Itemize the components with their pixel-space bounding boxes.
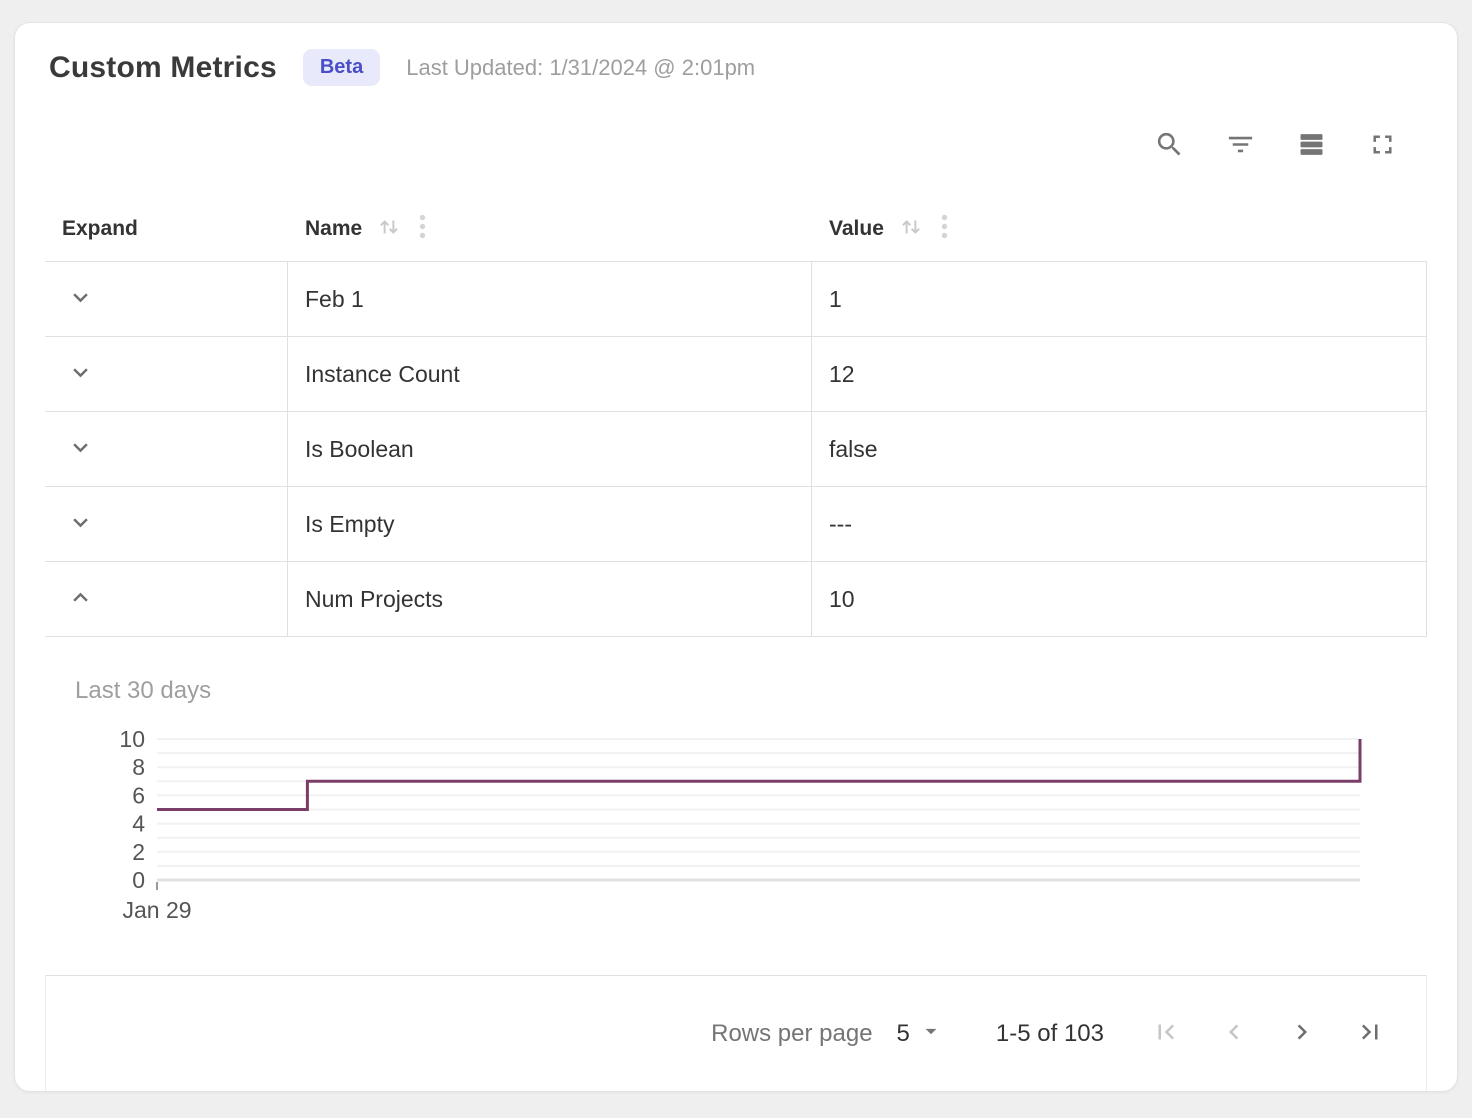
name-cell: Instance Count	[288, 337, 812, 411]
table-row: Is Empty ---	[45, 487, 1427, 562]
svg-text:2: 2	[132, 839, 145, 865]
rows-per-page-label: Rows per page	[711, 1019, 873, 1047]
chevron-right-icon	[1287, 1017, 1317, 1050]
grid-footer: Rows per page 5 1-5 of 103	[45, 975, 1427, 1091]
rows-per-page-select[interactable]: 5	[897, 1018, 944, 1049]
name-cell: Is Empty	[288, 487, 812, 561]
page-title: Custom Metrics	[49, 50, 277, 84]
expand-toggle-button[interactable]	[62, 281, 98, 317]
last-updated-text: Last Updated: 1/31/2024 @ 2:01pm	[406, 54, 756, 80]
expand-cell	[45, 487, 288, 561]
grid-toolbar	[45, 124, 1399, 164]
density-button[interactable]	[1294, 127, 1328, 161]
pagination-controls	[1144, 1012, 1392, 1056]
name-cell: Feb 1	[288, 262, 812, 336]
column-header-expand: Expand	[45, 217, 288, 241]
expand-toggle-button[interactable]	[62, 506, 98, 542]
fullscreen-icon	[1367, 129, 1398, 160]
chevron-down-icon	[66, 433, 95, 465]
custom-metrics-card: Custom Metrics Beta Last Updated: 1/31/2…	[14, 22, 1458, 1092]
card-header: Custom Metrics Beta Last Updated: 1/31/2…	[45, 49, 1427, 86]
grid-header-row: Expand Name Value	[45, 197, 1427, 261]
expand-cell	[45, 562, 288, 636]
value-cell: 10	[812, 562, 1427, 636]
rows-per-page-value: 5	[896, 1019, 910, 1047]
chevron-up-icon	[66, 583, 95, 615]
expand-cell	[45, 412, 288, 486]
beta-badge: Beta	[302, 49, 381, 86]
last-page-button[interactable]	[1348, 1012, 1392, 1056]
filter-list-icon	[1225, 129, 1256, 160]
value-cell: false	[812, 412, 1427, 486]
column-menu-kebab-icon[interactable]	[940, 213, 949, 245]
expand-toggle-button[interactable]	[62, 431, 98, 467]
name-cell: Is Boolean	[288, 412, 812, 486]
column-header-value[interactable]: Value	[812, 213, 1427, 245]
last-page-icon	[1355, 1017, 1385, 1050]
svg-text:6: 6	[132, 782, 145, 808]
filter-button[interactable]	[1223, 127, 1257, 161]
chevron-left-icon	[1219, 1017, 1249, 1050]
value-cell: ---	[812, 487, 1427, 561]
svg-text:0: 0	[132, 867, 145, 893]
chart-title: Last 30 days	[75, 677, 212, 704]
first-page-button	[1144, 1012, 1188, 1056]
search-button[interactable]	[1152, 127, 1186, 161]
chevron-down-icon	[66, 283, 95, 315]
value-cell: 1	[812, 262, 1427, 336]
table-row: Instance Count 12	[45, 337, 1427, 412]
column-menu-kebab-icon[interactable]	[418, 213, 427, 245]
table-row: Is Boolean false	[45, 412, 1427, 487]
data-grid: Expand Name Value Feb 1 1 Instance Count 12 Is…	[45, 197, 1427, 1091]
sort-arrows-icon[interactable]	[899, 215, 923, 244]
grid-rows: Feb 1 1 Instance Count 12 Is Boolean false Is …	[45, 261, 1427, 637]
column-header-label: Name	[305, 217, 363, 240]
first-page-icon	[1151, 1017, 1181, 1050]
chevron-down-icon	[66, 508, 95, 540]
expand-cell	[45, 337, 288, 411]
previous-page-button	[1212, 1012, 1256, 1056]
next-page-button[interactable]	[1280, 1012, 1324, 1056]
column-header-label: Value	[829, 217, 884, 240]
row-detail-panel: Last 30 days 0 2 4 6 8 10 Jan 29	[45, 637, 1427, 923]
name-cell: Num Projects	[288, 562, 812, 636]
fullscreen-button[interactable]	[1365, 127, 1399, 161]
expand-toggle-button[interactable]	[62, 581, 98, 617]
column-header-label: Expand	[62, 217, 138, 240]
metric-chart: 0 2 4 6 8 10 Jan 29	[45, 727, 1427, 923]
chevron-down-icon	[66, 358, 95, 390]
expand-cell	[45, 262, 288, 336]
sort-arrows-icon[interactable]	[377, 215, 401, 244]
search-icon	[1154, 129, 1185, 160]
svg-text:Jan 29: Jan 29	[122, 897, 191, 923]
density-icon	[1296, 129, 1327, 160]
dropdown-arrow-icon	[910, 1018, 944, 1049]
column-header-name[interactable]: Name	[288, 213, 812, 245]
svg-text:8: 8	[132, 754, 145, 780]
pagination-range-label: 1-5 of 103	[995, 1019, 1104, 1047]
value-cell: 12	[812, 337, 1427, 411]
svg-text:10: 10	[119, 727, 145, 752]
svg-text:4: 4	[132, 811, 145, 837]
expand-toggle-button[interactable]	[62, 356, 98, 392]
table-row: Num Projects 10	[45, 562, 1427, 637]
